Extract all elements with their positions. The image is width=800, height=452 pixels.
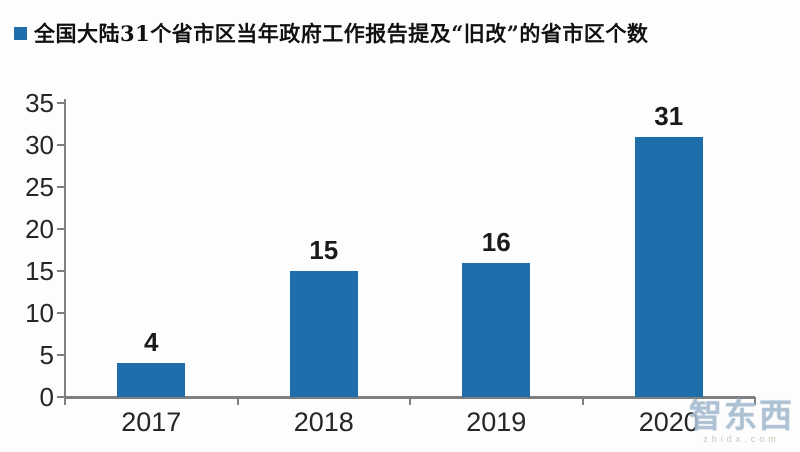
bar-value-label: 4 [144, 327, 159, 358]
y-axis-tick [57, 102, 65, 104]
bar[interactable] [289, 271, 358, 397]
y-axis-tick-label: 25 [25, 172, 54, 202]
bar[interactable] [634, 136, 703, 397]
bar[interactable] [117, 363, 186, 397]
bar-value-label: 15 [309, 235, 339, 265]
y-axis-tick [57, 144, 65, 146]
x-axis-category-label: 2019 [466, 407, 527, 437]
x-axis-tick [236, 397, 239, 405]
bar-value-label: 31 [654, 100, 684, 131]
y-axis-tick [57, 396, 65, 398]
x-axis-category-label: 2020 [638, 407, 699, 437]
y-axis-tick [57, 228, 65, 230]
legend-marker-icon [14, 26, 27, 40]
y-axis-tick [57, 270, 65, 272]
y-axis-tick [57, 354, 65, 356]
x-axis-tick [409, 397, 411, 405]
chart-title: 全国大陆31个省市区当年政府工作报告提及“旧改”的省市区个数 [34, 21, 649, 46]
x-axis-tick [64, 397, 66, 405]
y-axis-tick [57, 312, 65, 314]
x-axis-tick [581, 397, 584, 405]
y-axis-tick-label: 15 [25, 256, 54, 286]
chart-legend: 全国大陆31个省市区当年政府工作报告提及“旧改”的省市区个数 [14, 18, 648, 48]
y-axis-tick [57, 186, 65, 188]
y-axis-tick-label: 35 [25, 88, 54, 118]
bar[interactable] [462, 262, 531, 397]
x-axis-tick [754, 397, 756, 405]
y-axis-tick-label: 0 [39, 382, 54, 412]
y-axis-tick-label: 20 [25, 214, 54, 244]
y-axis-tick-label: 5 [39, 340, 54, 370]
x-axis-category-label: 2017 [121, 407, 182, 437]
y-axis-tick-label: 10 [25, 298, 54, 328]
x-axis-category-label: 2018 [293, 407, 354, 437]
y-axis-tick-label: 30 [25, 130, 54, 160]
y-axis-line [64, 99, 66, 398]
bar-value-label: 16 [481, 226, 511, 257]
